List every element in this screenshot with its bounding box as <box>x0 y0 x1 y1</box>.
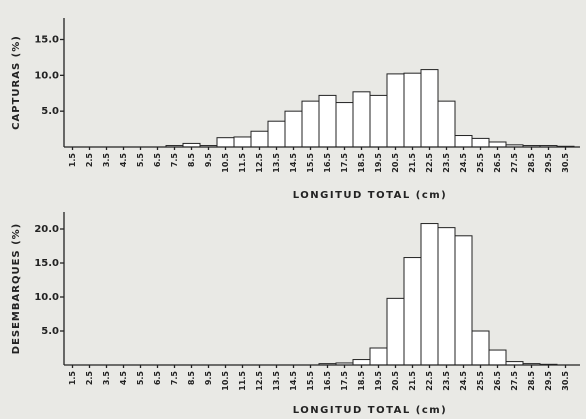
bar <box>386 73 405 148</box>
x-tick-label: 6.5 <box>153 371 162 386</box>
bar <box>437 227 456 366</box>
x-tick-label: 26.5 <box>493 371 502 391</box>
bar <box>284 110 303 148</box>
x-tick-label: 25.5 <box>476 371 485 391</box>
x-tick-label: 30.5 <box>561 371 570 391</box>
x-tick-label: 14.5 <box>289 153 298 173</box>
bar <box>403 257 422 366</box>
x-tick-label: 11.5 <box>238 153 247 173</box>
x-tick-label: 13.5 <box>272 153 281 173</box>
x-tick-label: 29.5 <box>544 153 553 173</box>
x-tick-label: 9.5 <box>204 153 213 168</box>
x-tick-label: 23.5 <box>442 153 451 173</box>
y-tick-label: 20.0 <box>34 224 59 235</box>
y-axis-label: CAPTURAS (%) <box>11 35 22 130</box>
x-tick-label: 21.5 <box>408 371 417 391</box>
x-tick-label: 15.5 <box>306 371 315 391</box>
x-tick-label: 5.5 <box>136 153 145 168</box>
x-tick-label: 4.5 <box>119 153 128 168</box>
x-tick-label: 25.5 <box>476 153 485 173</box>
bar <box>420 223 439 366</box>
x-tick-label: 18.5 <box>357 153 366 173</box>
bar <box>352 359 371 366</box>
y-tick-label: 10.0 <box>34 70 59 81</box>
x-tick-label: 16.5 <box>323 371 332 391</box>
x-tick-label: 3.5 <box>102 153 111 168</box>
x-tick-label: 23.5 <box>442 371 451 391</box>
x-tick-label: 24.5 <box>459 153 468 173</box>
bar <box>420 69 439 148</box>
bar <box>216 137 235 148</box>
x-tick-label: 29.5 <box>544 371 553 391</box>
x-tick-label: 19.5 <box>374 371 383 391</box>
x-tick-label: 27.5 <box>510 153 519 173</box>
x-tick-label: 7.5 <box>170 153 179 168</box>
x-tick-label: 3.5 <box>102 371 111 386</box>
x-tick-label: 30.5 <box>561 153 570 173</box>
x-tick-label: 20.5 <box>391 153 400 173</box>
bar <box>488 141 507 148</box>
x-tick-label: 8.5 <box>187 153 196 168</box>
x-tick-label: 18.5 <box>357 371 366 391</box>
bar <box>335 102 354 148</box>
x-tick-label: 13.5 <box>272 371 281 391</box>
x-tick-label: 22.5 <box>425 371 434 391</box>
x-tick-label: 5.5 <box>136 371 145 386</box>
x-tick-label: 26.5 <box>493 153 502 173</box>
y-tick-label: 15.0 <box>34 35 59 46</box>
bar <box>318 94 337 148</box>
x-tick-label: 12.5 <box>255 371 264 391</box>
bar <box>250 130 269 148</box>
bar <box>369 94 388 148</box>
x-tick-label: 2.5 <box>85 153 94 168</box>
bar <box>403 72 422 148</box>
y-tick-label: 15.0 <box>34 258 59 269</box>
bar <box>437 100 456 148</box>
x-tick-label: 17.5 <box>340 371 349 391</box>
bar <box>471 330 490 366</box>
bar <box>369 347 388 366</box>
bar <box>352 91 371 148</box>
bar <box>301 100 320 148</box>
bar <box>386 297 405 366</box>
x-tick-label: 14.5 <box>289 371 298 391</box>
x-tick-label: 20.5 <box>391 371 400 391</box>
x-tick-label: 15.5 <box>306 153 315 173</box>
x-tick-label: 11.5 <box>238 371 247 391</box>
bar <box>488 349 507 366</box>
x-tick-label: 19.5 <box>374 153 383 173</box>
x-axis-label: LONGITUD TOTAL (cm) <box>293 405 448 416</box>
x-tick-label: 10.5 <box>221 371 230 391</box>
x-tick-label: 17.5 <box>340 153 349 173</box>
bar <box>233 136 252 148</box>
x-tick-label: 28.5 <box>527 371 536 391</box>
x-tick-label: 28.5 <box>527 153 536 173</box>
x-tick-label: 1.5 <box>68 153 77 168</box>
x-tick-label: 7.5 <box>170 371 179 386</box>
x-tick-label: 24.5 <box>459 371 468 391</box>
x-tick-label: 1.5 <box>68 371 77 386</box>
x-tick-label: 12.5 <box>255 153 264 173</box>
bar <box>267 120 286 148</box>
x-tick-label: 16.5 <box>323 153 332 173</box>
y-tick-label: 5.0 <box>41 106 59 117</box>
x-tick-label: 2.5 <box>85 371 94 386</box>
x-tick-label: 9.5 <box>204 371 213 386</box>
y-tick-label: 10.0 <box>34 292 59 303</box>
x-tick-label: 10.5 <box>221 153 230 173</box>
bar <box>471 137 490 148</box>
bar <box>454 135 473 148</box>
y-tick-label: 5.0 <box>41 326 59 337</box>
x-axis-label: LONGITUD TOTAL (cm) <box>293 190 448 201</box>
x-tick-label: 27.5 <box>510 371 519 391</box>
x-tick-label: 21.5 <box>408 153 417 173</box>
x-tick-label: 8.5 <box>187 371 196 386</box>
bar <box>454 235 473 366</box>
x-tick-label: 6.5 <box>153 153 162 168</box>
x-tick-label: 22.5 <box>425 153 434 173</box>
x-tick-label: 4.5 <box>119 371 128 386</box>
y-axis-label: DESEMBARQUES (%) <box>11 223 22 354</box>
